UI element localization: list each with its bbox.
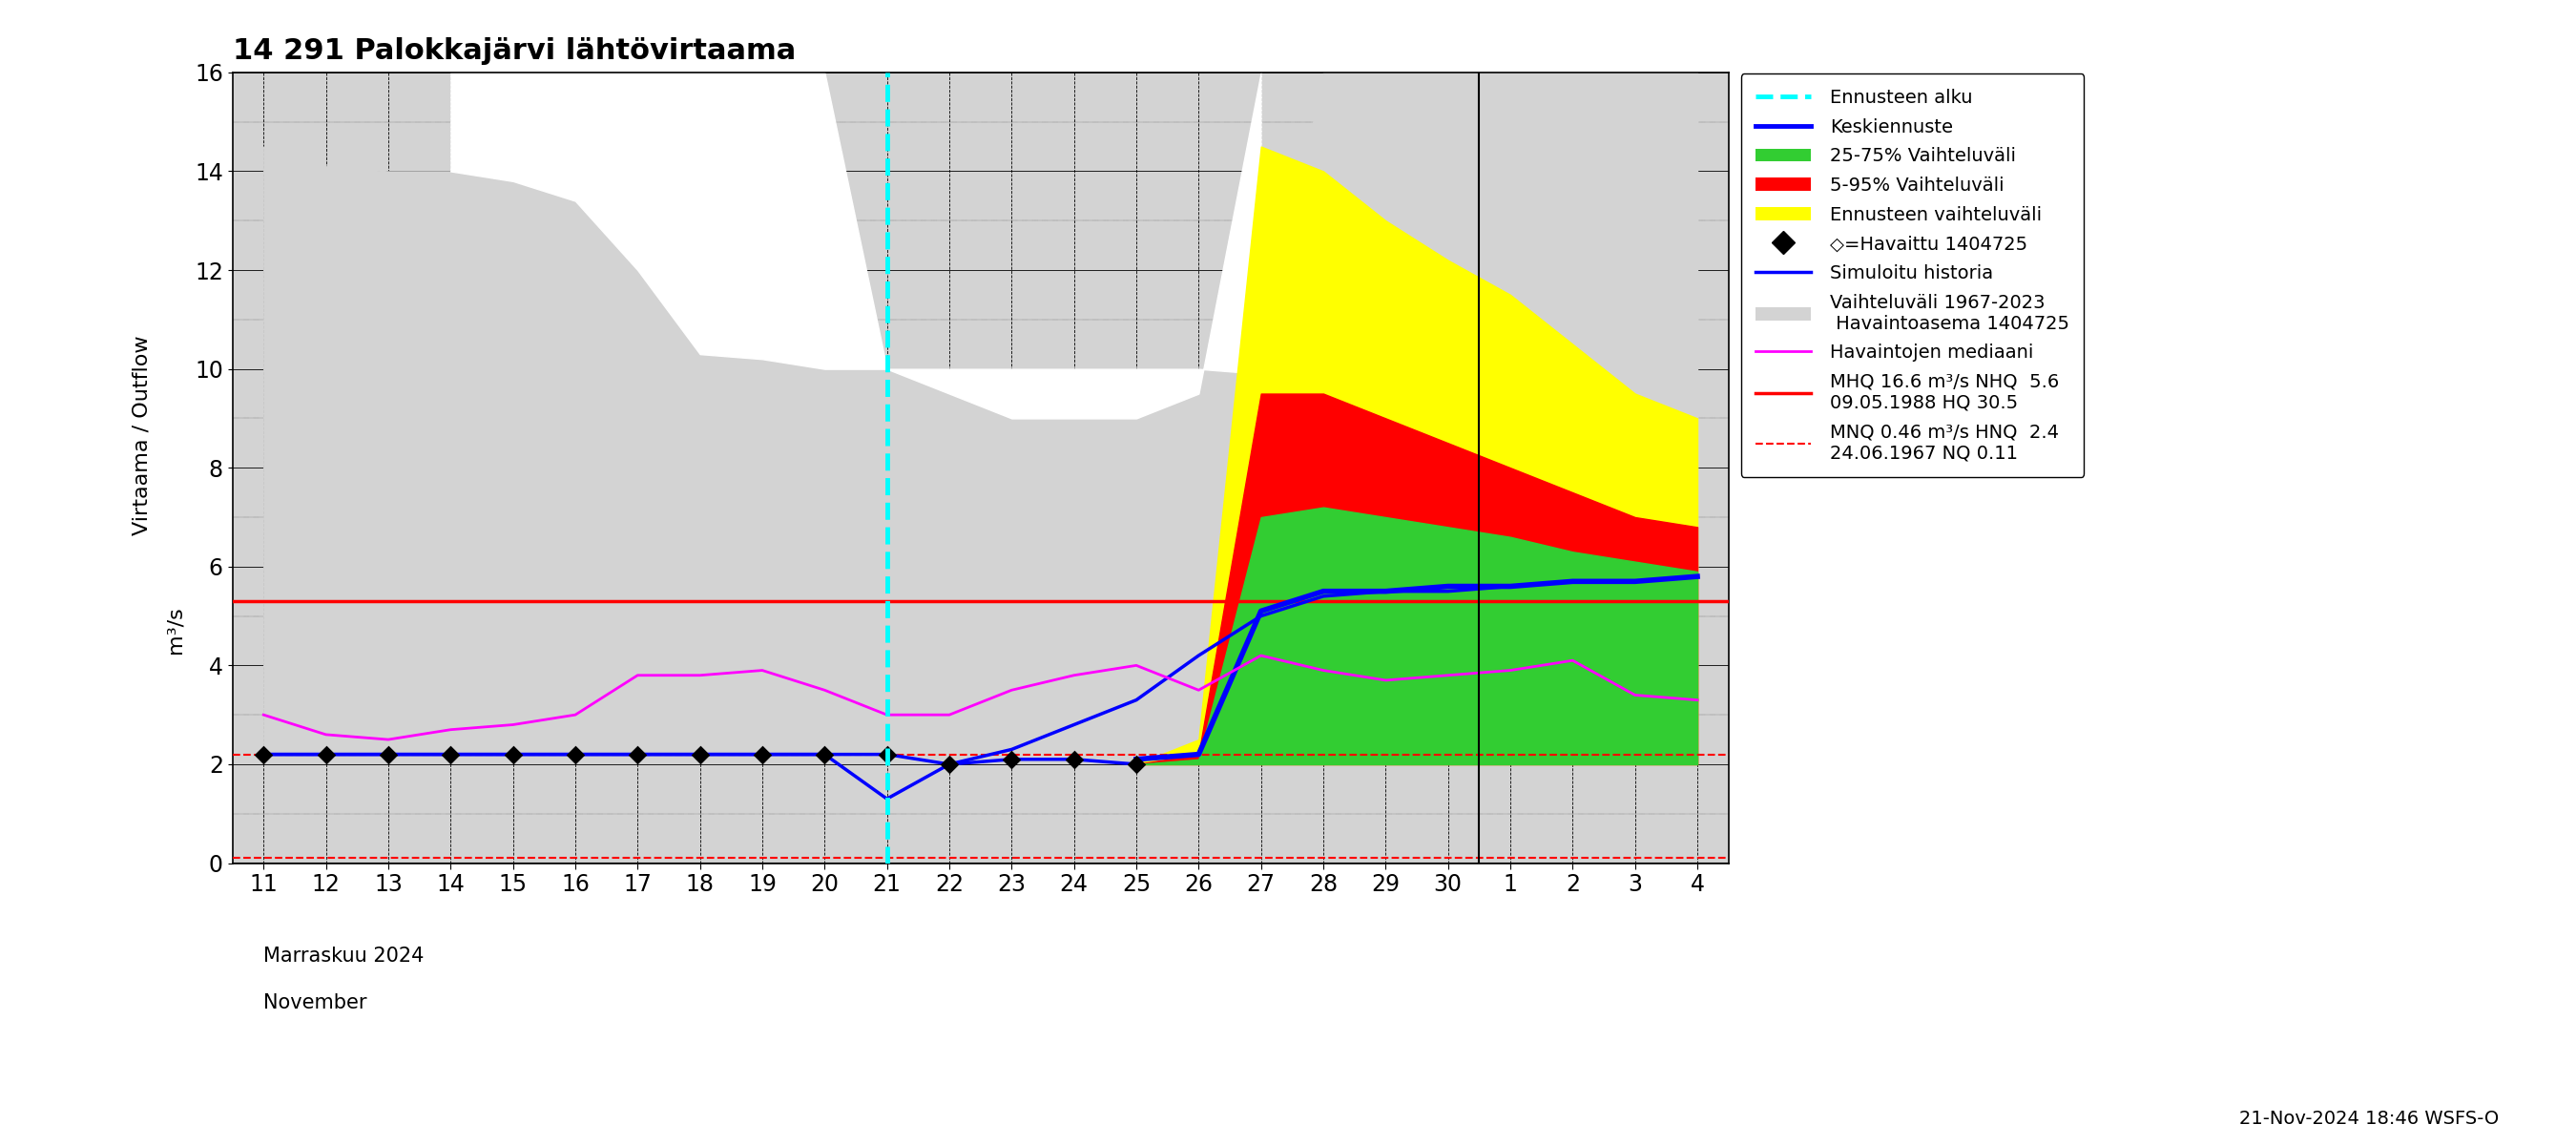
- Point: [680, 745, 721, 764]
- Point: [492, 745, 533, 764]
- Point: [866, 745, 907, 764]
- Point: [307, 745, 348, 764]
- Point: [618, 745, 659, 764]
- Text: Virtaama / Outflow: Virtaama / Outflow: [131, 335, 152, 535]
- Point: [242, 745, 283, 764]
- Point: [430, 745, 471, 764]
- Text: November: November: [263, 994, 368, 1012]
- Text: m³/s: m³/s: [165, 606, 185, 654]
- Point: [930, 755, 971, 773]
- Point: [554, 745, 595, 764]
- Text: 21-Nov-2024 18:46 WSFS-O: 21-Nov-2024 18:46 WSFS-O: [2239, 1110, 2499, 1128]
- Point: [742, 745, 783, 764]
- Point: [1115, 755, 1157, 773]
- Text: 14 291 Palokkajärvi lähtövirtaama: 14 291 Palokkajärvi lähtövirtaama: [232, 37, 796, 65]
- Point: [368, 745, 410, 764]
- Text: Marraskuu 2024: Marraskuu 2024: [263, 946, 425, 965]
- Point: [804, 745, 845, 764]
- Point: [992, 750, 1033, 768]
- Legend: Ennusteen alku, Keskiennuste, 25-75% Vaihteluväli, 5-95% Vaihteluväli, Ennusteen: Ennusteen alku, Keskiennuste, 25-75% Vai…: [1741, 73, 2084, 477]
- Point: [1054, 750, 1095, 768]
